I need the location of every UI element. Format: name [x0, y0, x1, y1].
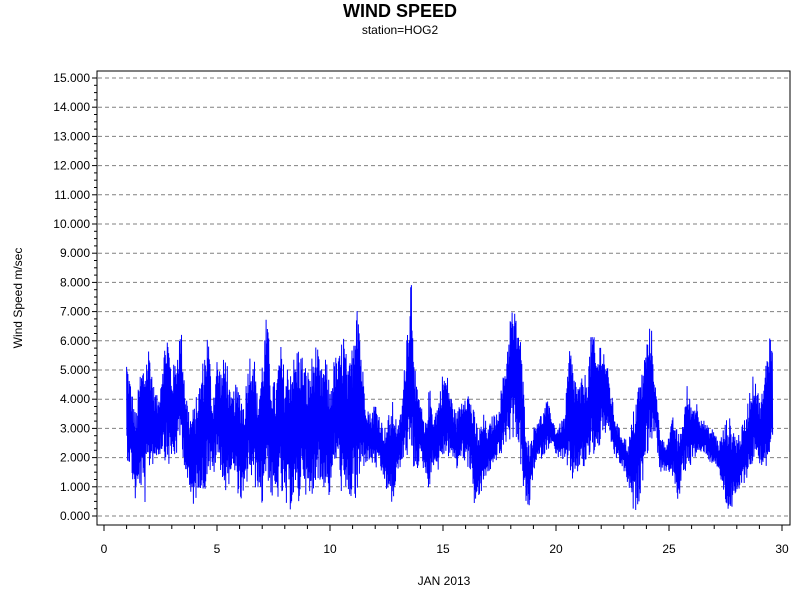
y-tick-label: 12.000 — [53, 159, 90, 173]
y-tick-label: 9.000 — [60, 246, 90, 260]
y-tick-label: 11.000 — [54, 188, 90, 202]
y-tick-label: 6.000 — [60, 334, 90, 348]
chart-title: WIND SPEED — [342, 1, 457, 21]
y-tick-label: 3.000 — [60, 421, 90, 435]
wind-speed-series-line — [126, 285, 774, 511]
y-tick-label: 5.000 — [60, 363, 90, 377]
x-tick-label: 10 — [323, 542, 337, 556]
y-tick-label: 14.000 — [53, 100, 90, 114]
y-tick-label: 10.000 — [53, 217, 90, 231]
y-tick-label: 4.000 — [60, 392, 90, 406]
x-tick-label: 20 — [549, 542, 563, 556]
x-tick-label: 5 — [214, 542, 221, 556]
x-tick-label: 25 — [662, 542, 676, 556]
x-tick-label: 15 — [436, 542, 450, 556]
y-tick-label: 7.000 — [60, 305, 90, 319]
y-tick-label: 1.000 — [60, 480, 90, 494]
x-axis-label: JAN 2013 — [418, 574, 471, 588]
y-tick-label: 2.000 — [60, 451, 90, 465]
x-tick-label: 0 — [101, 542, 108, 556]
y-tick-label: 15.000 — [53, 71, 90, 85]
y-tick-label: 8.000 — [60, 275, 90, 289]
x-tick-label: 30 — [775, 542, 789, 556]
y-tick-label: 0.000 — [60, 509, 90, 523]
y-axis-label: Wind Speed m/sec — [11, 248, 25, 349]
y-tick-label: 13.000 — [53, 129, 90, 143]
chart-subtitle: station=HOG2 — [361, 23, 439, 37]
